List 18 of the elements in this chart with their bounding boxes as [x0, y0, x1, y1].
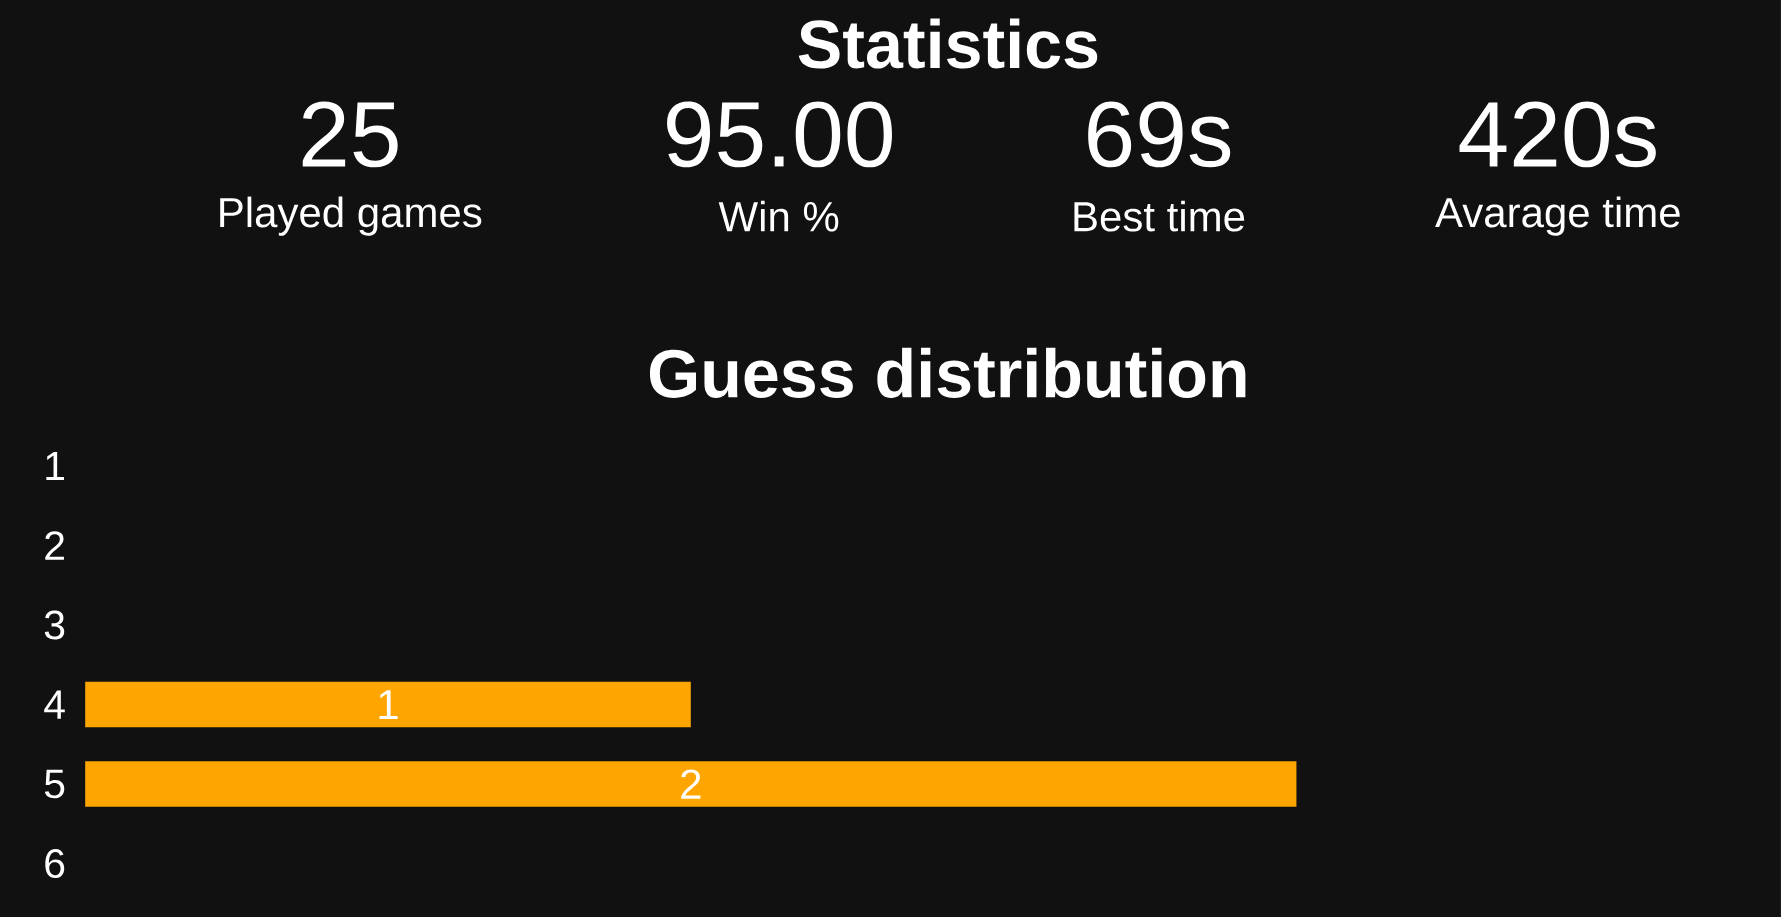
- text: Played games: [220, 196, 482, 236]
- text: 69s: [1088, 101, 1231, 168]
- text: Best time: [1074, 200, 1245, 232]
- text: Statistics: [798, 18, 1098, 69]
- y-tick-label: 1: [46, 452, 64, 481]
- chart-title: Guess distribution: [649, 347, 1246, 398]
- y-tick-label: 2: [45, 531, 64, 560]
- text: 420s: [1459, 101, 1656, 168]
- text: 25: [302, 101, 398, 168]
- data-label: 2: [681, 769, 701, 799]
- y-tick-label: 5: [44, 769, 65, 799]
- data-label: 1: [379, 690, 398, 720]
- y-tick-label: 4: [44, 690, 65, 719]
- text: Avarage time: [1435, 196, 1680, 236]
- text: 95.00: [667, 101, 892, 168]
- y-tick-label: 6: [45, 849, 65, 879]
- y-tick-label: 3: [44, 610, 65, 640]
- text: Win %: [718, 200, 839, 232]
